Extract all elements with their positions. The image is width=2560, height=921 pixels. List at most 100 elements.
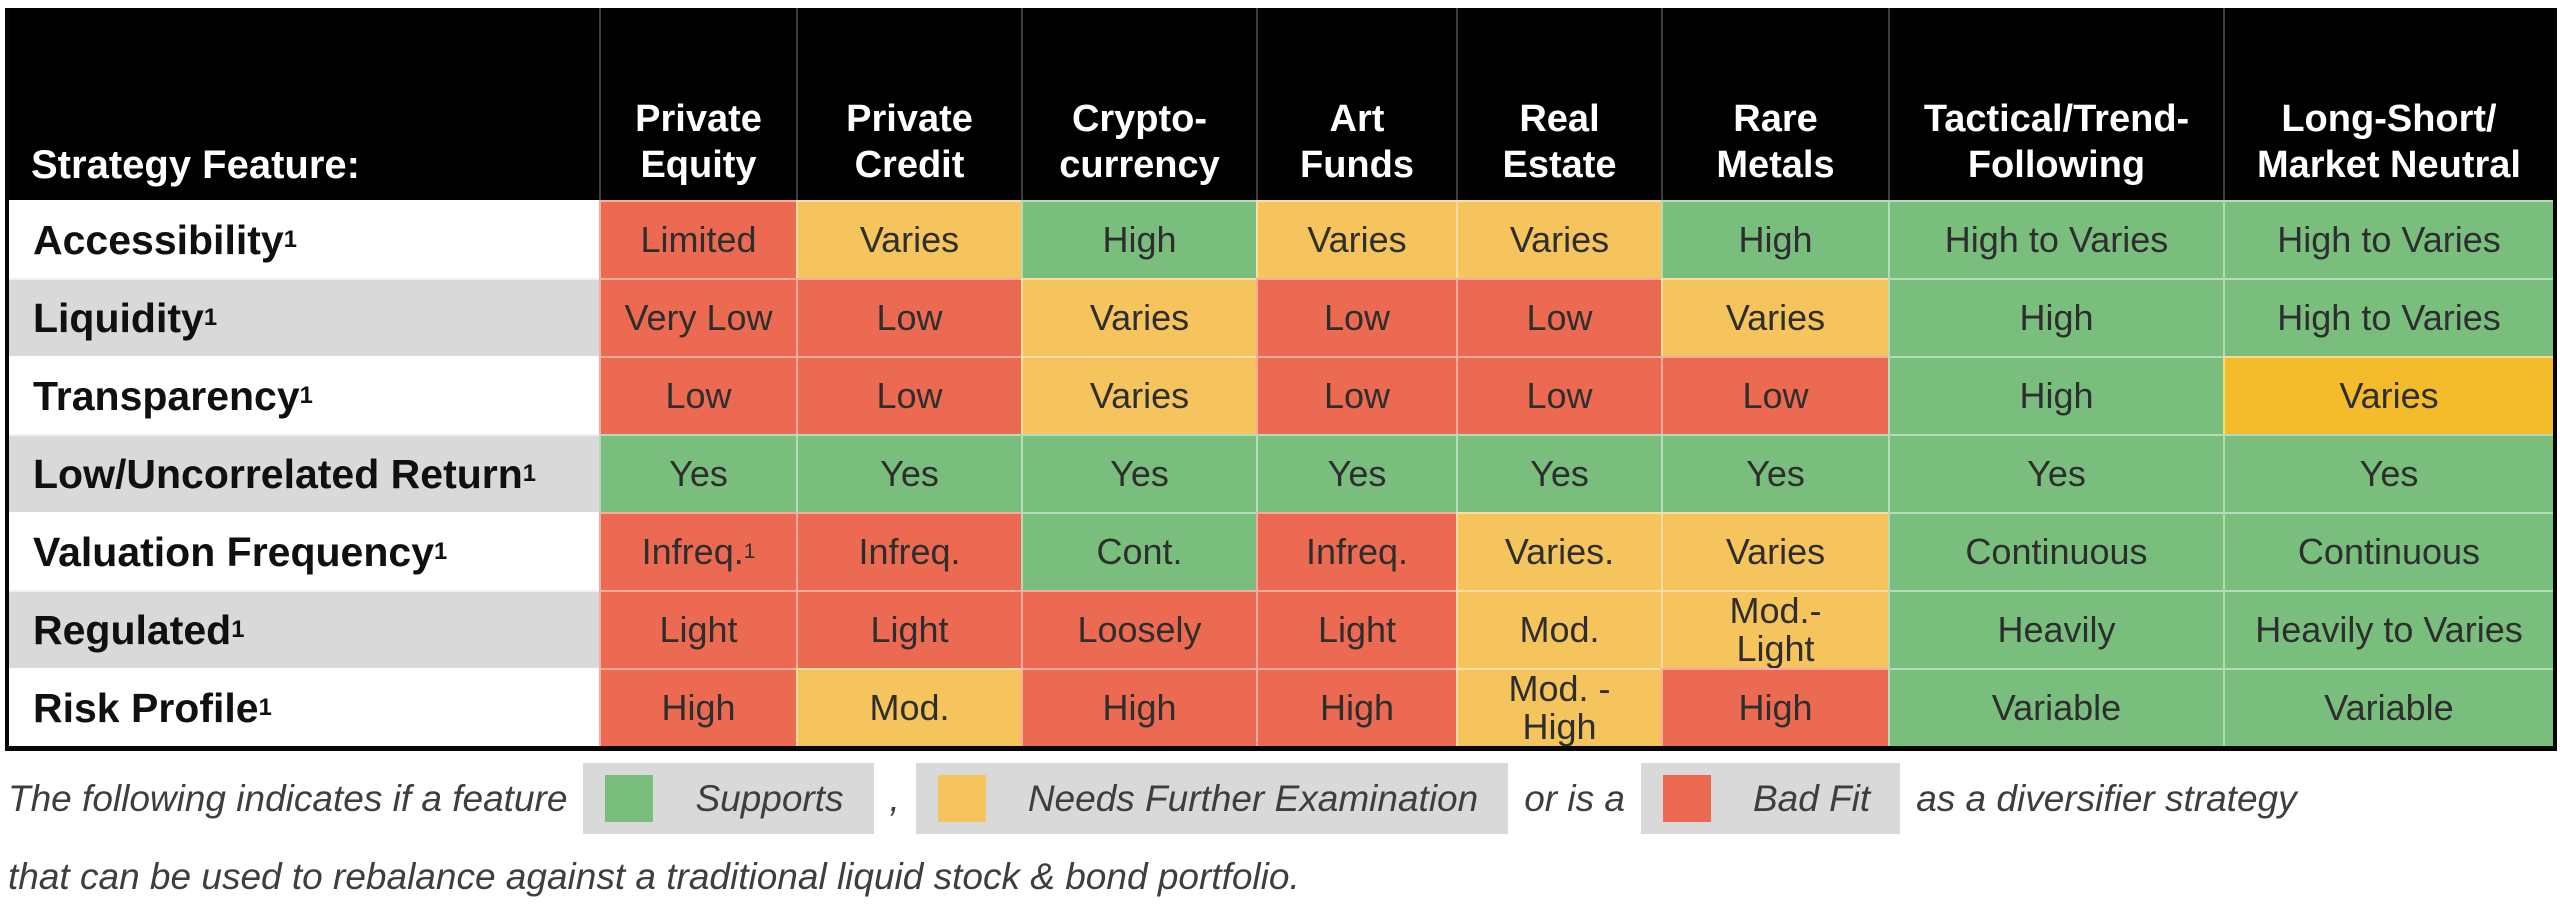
table-cell: Yes: [1888, 434, 2223, 512]
table-cell-text: Light: [870, 609, 949, 650]
needs-examination-color-swatch-icon: [937, 775, 986, 822]
table-cell: Varies.: [1456, 512, 1661, 590]
table-cell: Variable: [2223, 668, 2553, 746]
table-cell: High to Varies: [1888, 200, 2223, 278]
table-cell: High to Varies: [2223, 200, 2553, 278]
row-label: Low/Uncorrelated Return 1: [9, 434, 599, 512]
table-cell: Yes: [1256, 434, 1456, 512]
legend-line-1: The following indicates if a feature Sup…: [8, 763, 2554, 834]
table-cell-text: Low: [1742, 375, 1809, 416]
table-cell-text: High: [1319, 687, 1395, 728]
corner-header: Strategy Feature:: [9, 8, 599, 200]
table-cell-text: Infreq.: [1305, 531, 1409, 572]
table-cell-text: Varies: [1509, 219, 1610, 260]
table-cell-text: High: [1102, 219, 1177, 260]
table-cell: Infreq.: [1256, 512, 1456, 590]
row-label-text: Low/Uncorrelated Return: [33, 450, 523, 497]
table-cell-text: Infreq.: [858, 531, 961, 572]
table-cell: Infreq. 1: [599, 512, 796, 590]
table-cell-text: Yes: [1110, 453, 1169, 494]
table-cell-text: Yes: [669, 453, 728, 494]
legend-comma-text: ,: [889, 777, 900, 819]
table-cell: Variable: [1888, 668, 2223, 746]
table-cell-text: Low: [1323, 297, 1391, 338]
table-cell-text: Yes: [2027, 453, 2086, 494]
column-header: Long-Short/ Market Neutral: [2223, 8, 2553, 200]
column-header: Real Estate: [1456, 8, 1661, 200]
table-cell-text: Varies: [1089, 375, 1190, 416]
table-grid: Strategy Feature: Private Equity Private C…: [9, 8, 2553, 746]
legend-chip-needs-examination-label: Needs Further Examination: [1027, 777, 1479, 819]
table-cell-text: Varies: [2339, 375, 2439, 416]
table-cell-text: Light: [1317, 609, 1397, 650]
row-label: Transparency 1: [9, 356, 599, 434]
table-cell-text: Varies.: [1504, 531, 1615, 572]
legend-line-2: that can be used to rebalance against a …: [8, 856, 1300, 897]
column-header: Rare Metals: [1661, 8, 1888, 200]
table-cell: Heavily to Varies: [2223, 590, 2553, 668]
table-cell-text: Mod. - High: [1508, 668, 1611, 746]
column-header: Private Credit: [796, 8, 1021, 200]
table-cell-text: Mod.: [1519, 609, 1600, 650]
table-cell: Light: [599, 590, 796, 668]
table-cell: Yes: [599, 434, 796, 512]
table-cell-text: High to Varies: [1944, 219, 2169, 260]
table-cell-text: Limited: [640, 219, 757, 260]
table-cell-text: High to Varies: [2277, 297, 2501, 338]
table-cell: Varies: [796, 200, 1021, 278]
table-cell: High: [1021, 668, 1256, 746]
table-cell: High: [1661, 200, 1888, 278]
table-cell-text: Variable: [2324, 687, 2454, 728]
table-cell: Low: [1256, 278, 1456, 356]
table-cell: Yes: [1456, 434, 1661, 512]
table-cell-text: Very Low: [624, 297, 773, 338]
table-cell: Low: [1456, 278, 1661, 356]
table-cell: Infreq.: [796, 512, 1021, 590]
table-cell: Low: [1256, 356, 1456, 434]
table-cell-text: Low: [1526, 297, 1593, 338]
table-cell: Varies: [1456, 200, 1661, 278]
column-header: Art Funds: [1256, 8, 1456, 200]
table-cell: Varies: [1661, 278, 1888, 356]
row-label-text: Liquidity: [33, 294, 204, 341]
table-cell-text: Low: [1526, 375, 1593, 416]
table-cell-text: Varies: [859, 219, 960, 260]
legend-chip-needs-examination: Needs Further Examination: [915, 763, 1509, 834]
table-cell-text: High: [1738, 219, 1813, 260]
table-cell-text: Yes: [880, 453, 939, 494]
legend-or-text: or is a: [1524, 777, 1625, 819]
table-cell: Mod. - High: [1456, 668, 1661, 746]
table-cell: Varies: [2223, 356, 2553, 434]
table-cell: Heavily: [1888, 590, 2223, 668]
table-cell: Varies: [1256, 200, 1456, 278]
table-cell: Continuous: [1888, 512, 2223, 590]
table-cell-text: Heavily to Varies: [2255, 609, 2523, 650]
legend-chip-bad-fit: Bad Fit: [1640, 763, 1901, 834]
table-cell-text: Infreq.: [641, 531, 744, 572]
column-header: Private Equity: [599, 8, 796, 200]
table-cell-text: Low: [876, 297, 943, 338]
table-cell-text: High to Varies: [2277, 219, 2501, 260]
table-cell: Mod.: [796, 668, 1021, 746]
table-cell: Limited: [599, 200, 796, 278]
table-cell: Yes: [1661, 434, 1888, 512]
row-label-text: Risk Profile: [33, 684, 259, 731]
table-cell: Varies: [1021, 356, 1256, 434]
table-cell-text: Yes: [1746, 453, 1805, 494]
row-label: Liquidity 1: [9, 278, 599, 356]
row-label-text: Transparency: [33, 372, 300, 419]
row-label: Risk Profile 1: [9, 668, 599, 746]
table-cell: Mod.- Light: [1661, 590, 1888, 668]
table-cell: Yes: [796, 434, 1021, 512]
legend-caption: The following indicates if a feature Sup…: [8, 763, 2554, 898]
table-cell: Loosely: [1021, 590, 1256, 668]
table-cell-text: Loosely: [1077, 609, 1202, 650]
table-cell: Low: [599, 356, 796, 434]
table-cell-text: High: [1738, 687, 1813, 728]
table-cell-text: Light: [659, 609, 738, 650]
table-cell-text: Varies: [1725, 531, 1826, 572]
table-cell: Light: [1256, 590, 1456, 668]
table-cell: High: [1888, 278, 2223, 356]
table-cell: High to Varies: [2223, 278, 2553, 356]
